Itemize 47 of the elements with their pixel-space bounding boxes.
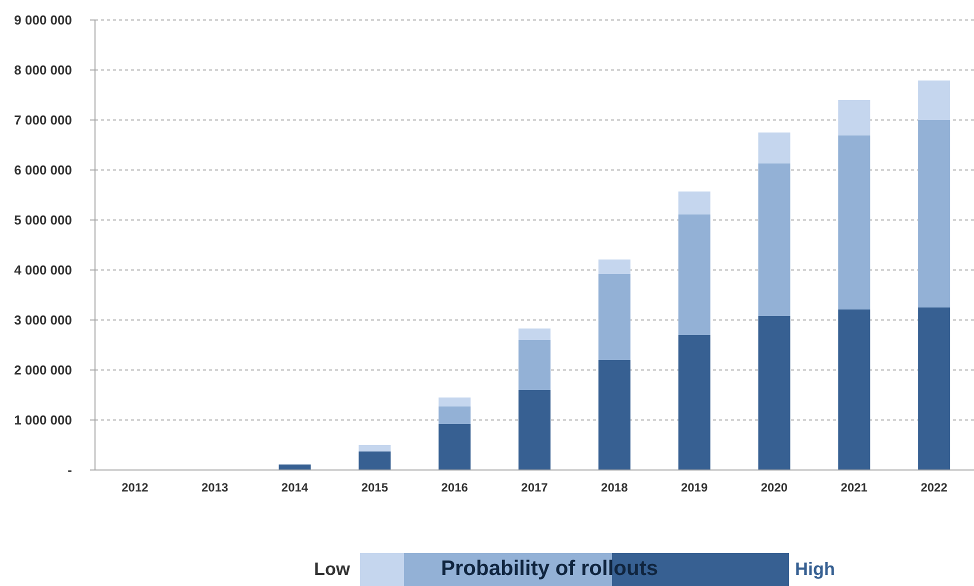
y-tick-label: 5 000 000 — [14, 212, 72, 228]
bar — [758, 132, 790, 164]
bar — [678, 192, 710, 214]
x-tick-label: 2016 — [441, 480, 468, 495]
bar — [598, 260, 630, 274]
x-tick-label: 2014 — [281, 480, 308, 495]
y-tick-label: 3 000 000 — [14, 312, 72, 328]
y-tick-label: 8 000 000 — [14, 62, 72, 78]
bar — [438, 398, 471, 406]
x-tick-label: 2022 — [920, 480, 948, 495]
text: High — [795, 558, 835, 580]
x-tick-label: 2013 — [202, 480, 229, 495]
bar — [838, 100, 870, 136]
y-tick-label: - — [68, 462, 72, 478]
bar — [918, 80, 950, 120]
legend-label: Low — [314, 558, 350, 580]
x-tick-label: 2017 — [521, 480, 548, 495]
bar — [838, 136, 870, 310]
bar — [678, 214, 710, 335]
bar — [358, 445, 391, 452]
bar — [598, 274, 630, 360]
x-tick-label: 2012 — [122, 480, 149, 495]
x-tick-label: 2015 — [361, 480, 388, 495]
bar — [518, 390, 551, 470]
bar — [678, 335, 710, 470]
x-tick-label: 2019 — [680, 480, 708, 495]
y-tick-label: 4 000 000 — [14, 262, 72, 278]
x-tick-label: 2020 — [760, 480, 788, 495]
x-tick-label: 2018 — [601, 480, 628, 495]
y-tick-label: 1 000 000 — [14, 412, 72, 428]
bar — [518, 328, 551, 340]
x-tick-label: 2021 — [840, 480, 868, 495]
y-tick-label: 9 000 000 — [14, 12, 72, 28]
y-tick-label: 7 000 000 — [14, 112, 72, 128]
y-tick-label: 2 000 000 — [14, 362, 72, 378]
y-tick-label: 6 000 000 — [14, 162, 72, 178]
bar — [438, 406, 471, 424]
bar — [438, 424, 471, 470]
bar — [758, 164, 790, 316]
bar — [758, 316, 790, 470]
bar — [838, 310, 870, 470]
bar — [518, 340, 551, 390]
bar — [918, 120, 950, 308]
bar — [918, 308, 950, 470]
bar — [278, 464, 311, 470]
bar — [598, 360, 630, 470]
bar — [358, 452, 391, 470]
